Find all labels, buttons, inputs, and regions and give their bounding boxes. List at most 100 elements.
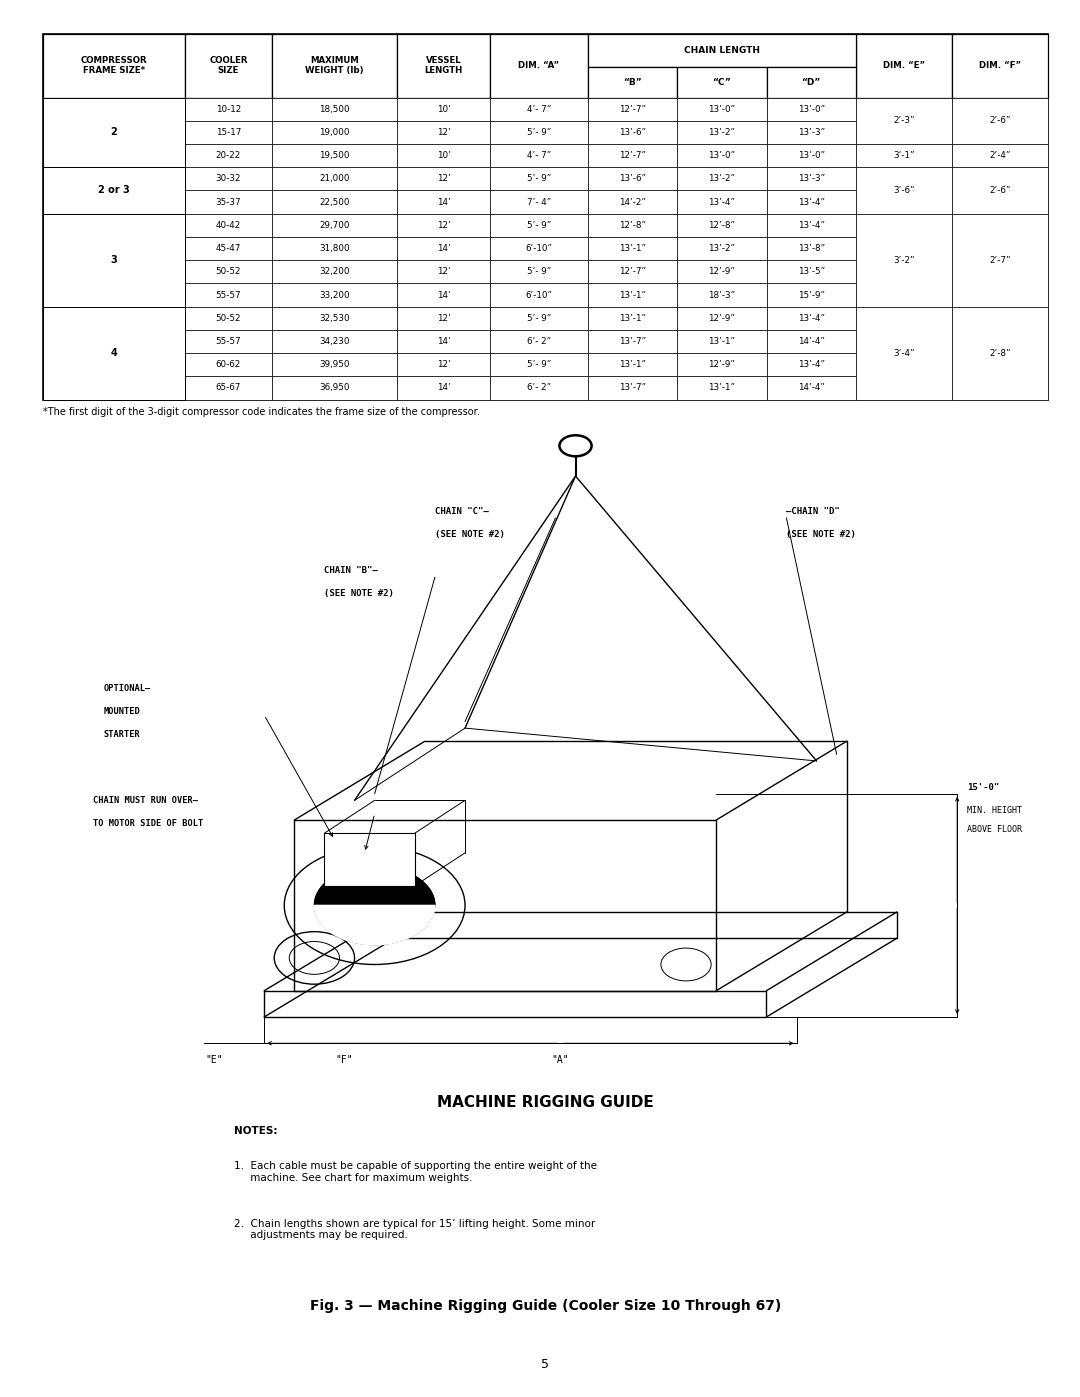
Bar: [185, 144, 272, 168]
Bar: [490, 237, 588, 260]
Text: 14’: 14’: [436, 291, 450, 299]
Text: 55-57: 55-57: [216, 337, 241, 346]
Bar: [185, 353, 272, 376]
Bar: [272, 120, 397, 144]
Bar: [490, 214, 588, 237]
Text: TO MOTOR SIDE OF BOLT: TO MOTOR SIDE OF BOLT: [94, 819, 204, 828]
Text: CHAIN "B"–: CHAIN "B"–: [324, 566, 378, 576]
Bar: [767, 98, 855, 120]
Text: VESSEL
LENGTH: VESSEL LENGTH: [424, 56, 462, 75]
Text: 5’- 9”: 5’- 9”: [527, 267, 551, 277]
Bar: [677, 260, 767, 284]
Text: 18,500: 18,500: [320, 105, 350, 113]
Bar: [588, 144, 677, 168]
Text: 13’-0”: 13’-0”: [708, 105, 735, 113]
Bar: [855, 168, 951, 214]
Text: 6’-10”: 6’-10”: [525, 244, 552, 253]
Bar: [588, 237, 677, 260]
Text: 19,500: 19,500: [320, 151, 350, 161]
Text: "E": "E": [205, 1055, 222, 1065]
Text: 22,500: 22,500: [320, 197, 350, 207]
Text: 32,200: 32,200: [320, 267, 350, 277]
Text: 13’-4”: 13’-4”: [798, 314, 825, 323]
Bar: [185, 214, 272, 237]
Bar: [185, 260, 272, 284]
Bar: [185, 284, 272, 306]
Bar: [272, 144, 397, 168]
Bar: [588, 98, 677, 120]
Text: 2 or 3: 2 or 3: [98, 186, 130, 196]
Bar: [588, 120, 677, 144]
Text: 13’-1”: 13’-1”: [708, 383, 735, 393]
Text: 2’-7”: 2’-7”: [989, 256, 1011, 264]
Text: 45-47: 45-47: [216, 244, 241, 253]
Bar: [677, 98, 767, 120]
Text: 13’-1”: 13’-1”: [619, 291, 646, 299]
Bar: [397, 376, 490, 400]
Text: 19,000: 19,000: [320, 129, 350, 137]
Bar: [588, 284, 677, 306]
Bar: [855, 144, 951, 168]
Text: (SEE NOTE #2): (SEE NOTE #2): [786, 529, 856, 539]
Text: 13’-2”: 13’-2”: [708, 175, 735, 183]
Bar: [324, 833, 415, 886]
Bar: [588, 353, 677, 376]
Text: (SEE NOTE #2): (SEE NOTE #2): [324, 590, 394, 598]
Text: 2: 2: [110, 127, 118, 137]
Polygon shape: [314, 905, 435, 944]
Bar: [490, 34, 588, 98]
Text: 65-67: 65-67: [216, 383, 241, 393]
Text: 14’: 14’: [436, 337, 450, 346]
Bar: [588, 67, 677, 98]
Bar: [490, 144, 588, 168]
Text: 10’: 10’: [436, 105, 450, 113]
Bar: [588, 168, 677, 190]
Text: 32,530: 32,530: [320, 314, 350, 323]
Bar: [588, 306, 677, 330]
Bar: [43, 168, 185, 214]
Bar: [767, 190, 855, 214]
Text: OPTIONAL–: OPTIONAL–: [104, 685, 151, 693]
Text: 13’-4”: 13’-4”: [798, 360, 825, 369]
Text: 5’- 9”: 5’- 9”: [527, 175, 551, 183]
Bar: [397, 260, 490, 284]
Bar: [185, 237, 272, 260]
Text: 13’-5”: 13’-5”: [798, 267, 825, 277]
Bar: [43, 214, 185, 306]
Text: 30-32: 30-32: [216, 175, 241, 183]
Bar: [272, 260, 397, 284]
Bar: [588, 214, 677, 237]
Text: 12’-8”: 12’-8”: [708, 221, 735, 231]
Text: 2’-4”: 2’-4”: [989, 151, 1011, 161]
Text: 13’-1”: 13’-1”: [619, 360, 646, 369]
Bar: [272, 237, 397, 260]
Text: 13’-6”: 13’-6”: [619, 129, 646, 137]
Text: 4’- 7”: 4’- 7”: [527, 151, 551, 161]
Text: 13’-2”: 13’-2”: [708, 244, 735, 253]
Bar: [677, 284, 767, 306]
Text: 15-17: 15-17: [216, 129, 241, 137]
Bar: [767, 237, 855, 260]
Text: 12’-9”: 12’-9”: [708, 360, 735, 369]
Bar: [767, 376, 855, 400]
Bar: [272, 376, 397, 400]
Text: 10-12: 10-12: [216, 105, 241, 113]
Bar: [272, 168, 397, 190]
Text: Fig. 3 — Machine Rigging Guide (Cooler Size 10 Through 67): Fig. 3 — Machine Rigging Guide (Cooler S…: [310, 1299, 781, 1313]
Bar: [397, 330, 490, 353]
Bar: [490, 330, 588, 353]
Text: "F": "F": [336, 1055, 353, 1065]
Bar: [185, 98, 272, 120]
Bar: [272, 214, 397, 237]
Text: 12’-7”: 12’-7”: [619, 267, 646, 277]
Bar: [767, 353, 855, 376]
Text: 13’-7”: 13’-7”: [619, 383, 646, 393]
Text: 3’-1”: 3’-1”: [893, 151, 915, 161]
Text: 14’: 14’: [436, 197, 450, 207]
Bar: [767, 214, 855, 237]
Text: 39,950: 39,950: [320, 360, 350, 369]
Bar: [397, 34, 490, 98]
Bar: [397, 190, 490, 214]
Text: 60-62: 60-62: [216, 360, 241, 369]
Text: 13’-7”: 13’-7”: [619, 337, 646, 346]
